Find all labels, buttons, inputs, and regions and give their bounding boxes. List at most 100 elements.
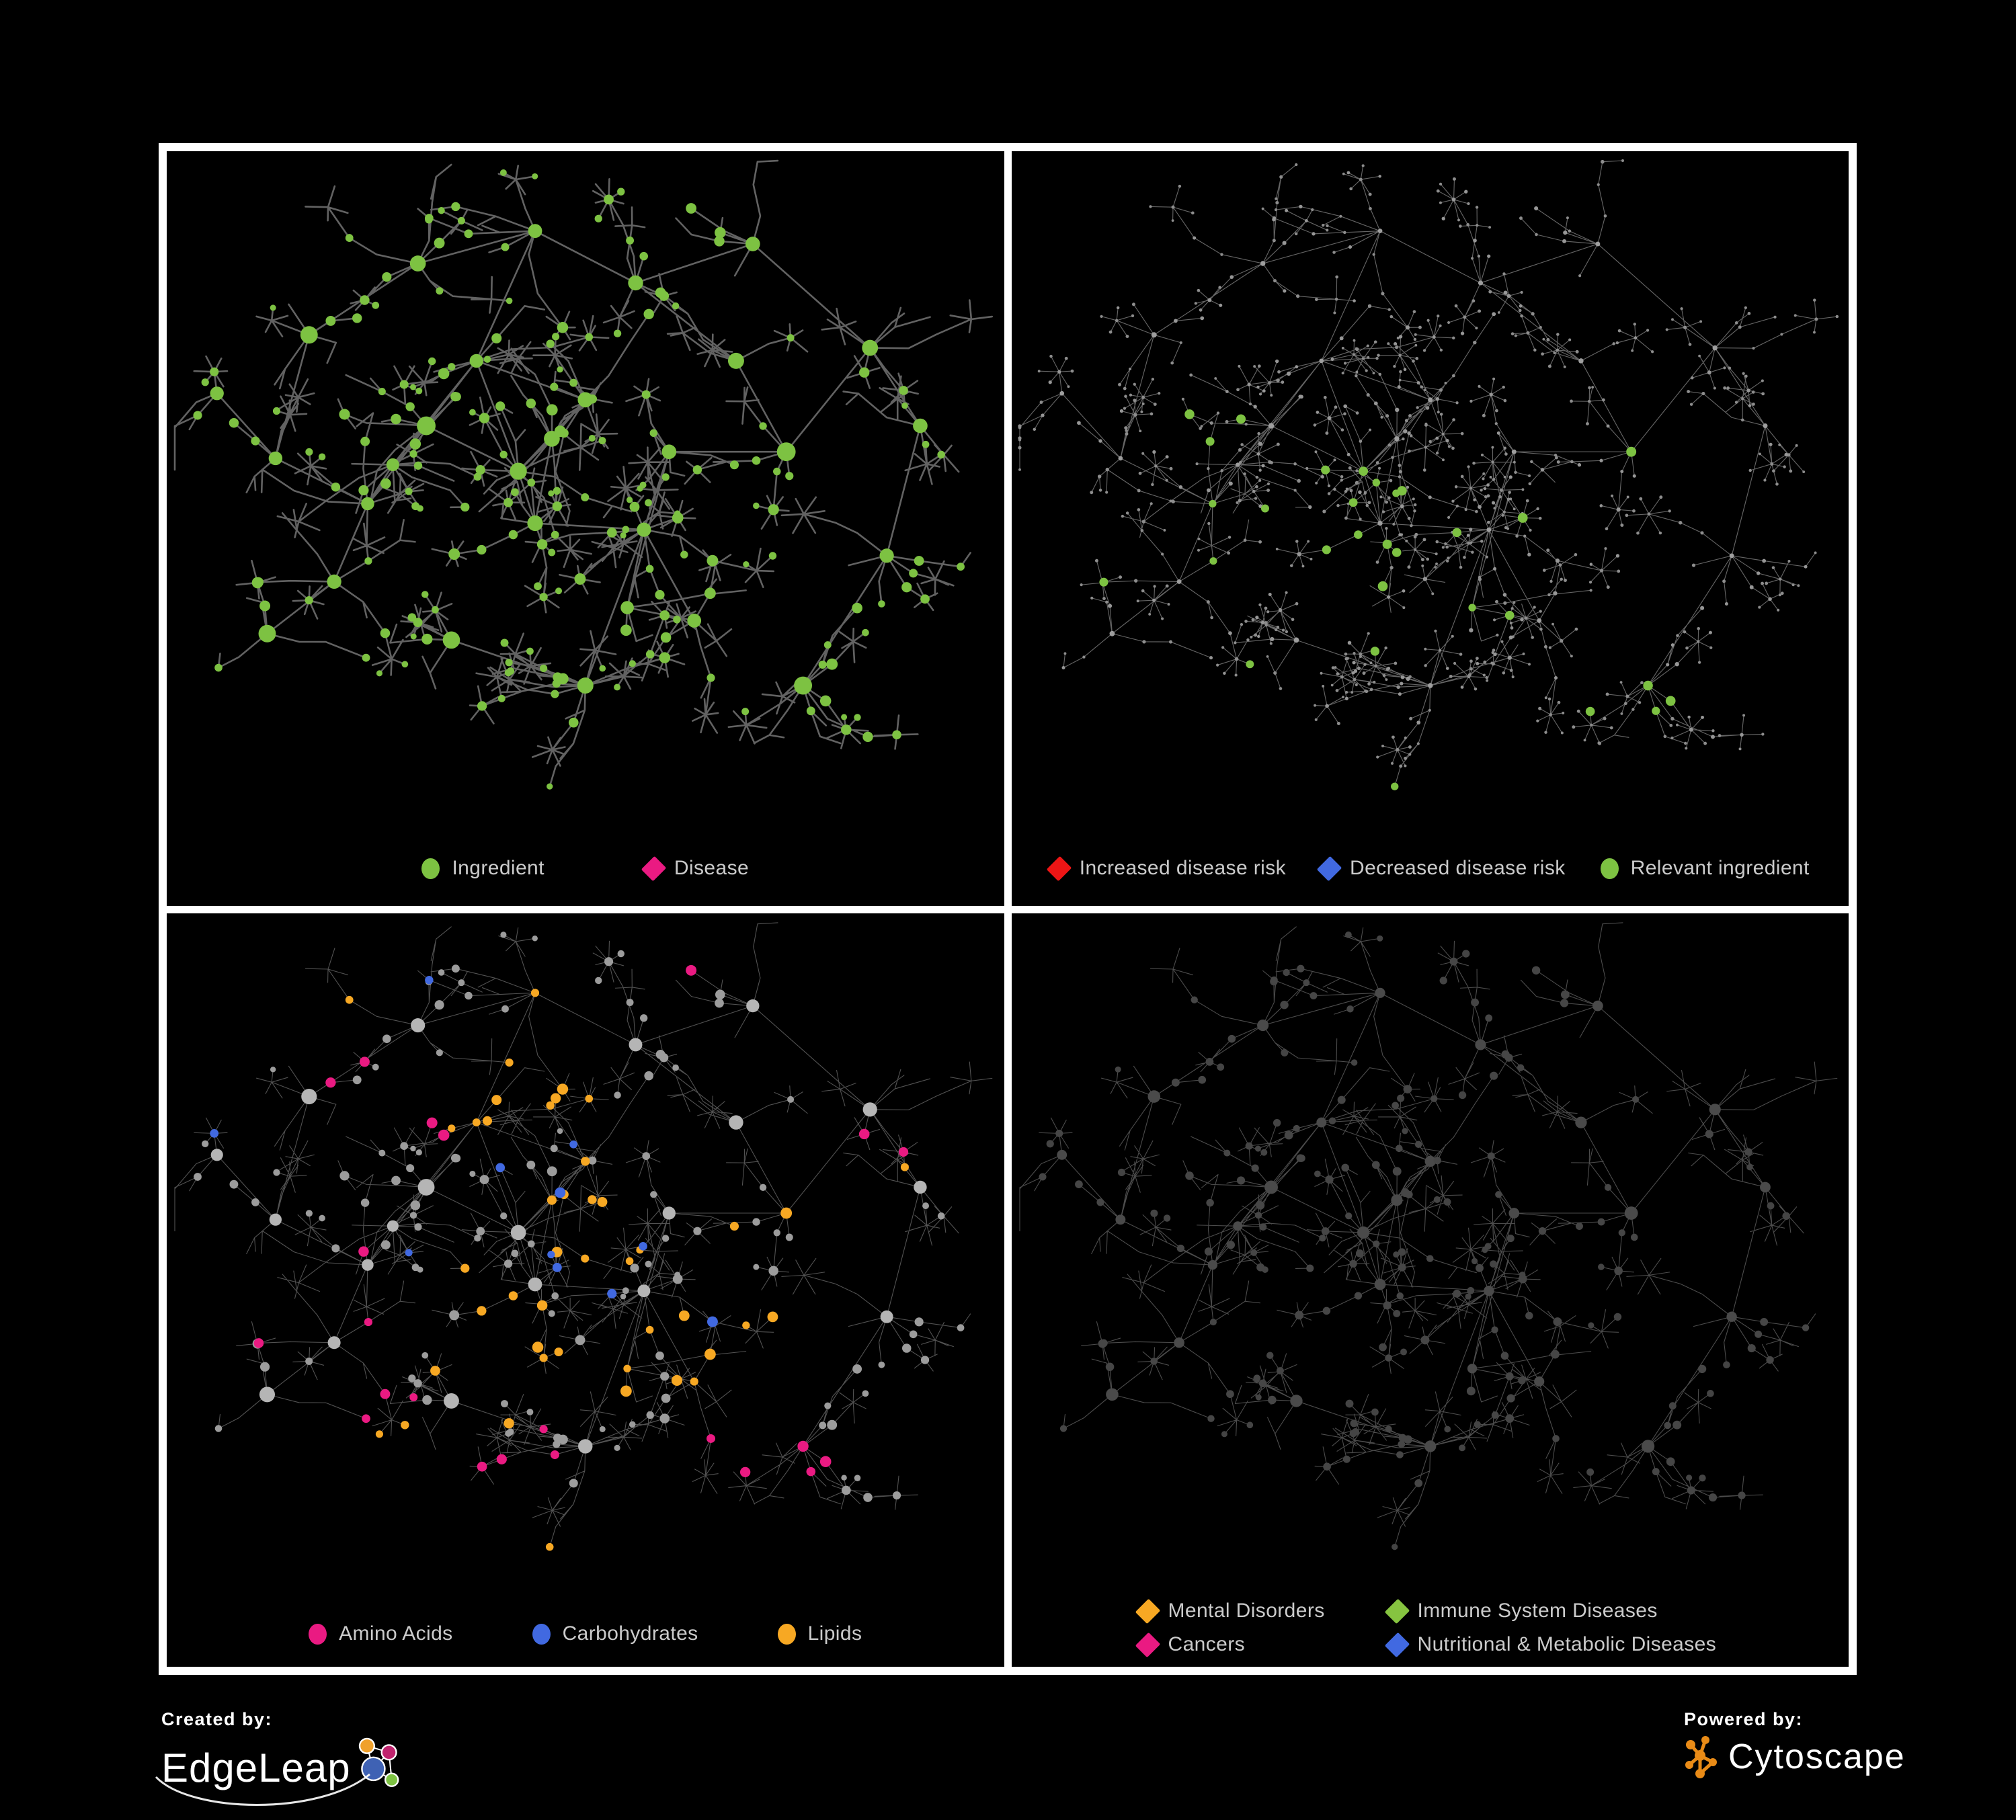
legend-item-disease: Disease	[645, 857, 749, 880]
cytoscape-logo-text: Cytoscape	[1728, 1737, 1906, 1777]
node-relevant-ingredient	[1585, 707, 1595, 716]
node-lipids	[503, 1419, 514, 1429]
node-lipids	[588, 1196, 596, 1204]
node-relevant-ingredient	[1246, 660, 1254, 668]
node-lipids	[460, 1264, 469, 1273]
node-amino-acids	[707, 1434, 715, 1443]
legend-label: Decreased disease risk	[1350, 857, 1566, 880]
legend-circle-icon	[1601, 858, 1619, 879]
edgeleap-node-green	[385, 1774, 398, 1786]
node-amino-acids	[551, 1450, 559, 1459]
legend-item-decreased-disease-risk: Decreased disease risk	[1321, 857, 1566, 880]
legend-label: Nutritional & Metabolic Diseases	[1418, 1633, 1717, 1656]
node-relevant-ingredient	[1322, 545, 1330, 554]
node-carbohydrates	[210, 1129, 218, 1138]
node-lipids	[623, 1365, 631, 1372]
legend-item-mental-disorders: Mental Disorders	[1139, 1600, 1389, 1622]
powered-by-branding: Powered by: Cytoscape	[1684, 1709, 1906, 1778]
node-relevant-ingredient	[1377, 581, 1387, 591]
node-lipids	[679, 1311, 690, 1321]
legend-diamond-icon	[1047, 856, 1072, 881]
legend-label: Amino Acids	[339, 1622, 452, 1645]
node-relevant-ingredient	[1392, 489, 1400, 497]
node-amino-acids	[364, 1319, 372, 1327]
node-lipids	[448, 1125, 455, 1132]
node-relevant-ingredient	[1260, 504, 1268, 512]
network-canvas-compound-classes	[167, 913, 1004, 1667]
node-lipids	[557, 1084, 568, 1095]
edgeleap-logo-text: EdgeLeap	[161, 1748, 351, 1788]
node-amino-acids	[899, 1147, 908, 1157]
legend-compound-classes: Amino Acids Carbohydrates Lipids	[167, 1622, 1004, 1645]
node-lipids	[430, 1366, 440, 1376]
node-relevant-ingredient	[1665, 696, 1675, 706]
network-canvas-ingredient-disease	[167, 151, 1004, 906]
node-lipids	[532, 1342, 544, 1354]
node-lipids	[704, 1349, 716, 1360]
legend-label: Ingredient	[452, 857, 544, 880]
node-amino-acids	[409, 1394, 417, 1402]
edgeleap-logo	[350, 1722, 403, 1804]
node-carbohydrates	[639, 1243, 647, 1251]
legend-item-lipids: Lipids	[778, 1622, 862, 1645]
legend-circle-icon	[532, 1624, 551, 1645]
edgeleap-node-blue	[362, 1757, 385, 1780]
legend-circle-icon	[309, 1624, 327, 1645]
panel-compound-classes: Amino Acids Carbohydrates Lipids	[167, 913, 1004, 1667]
node-relevant-ingredient	[1372, 479, 1380, 487]
node-relevant-ingredient	[1468, 604, 1476, 611]
node-lipids	[690, 1378, 698, 1386]
node-amino-acids	[477, 1462, 487, 1472]
node-relevant-ingredient	[1392, 548, 1401, 557]
node-lipids	[901, 1163, 909, 1171]
node-lipids	[506, 1059, 514, 1067]
legend-label: Disease	[674, 857, 749, 880]
node-carbohydrates	[425, 977, 433, 985]
legend-label: Lipids	[808, 1622, 862, 1645]
node-relevant-ingredient	[1517, 513, 1527, 523]
panel-grid: Ingredient Disease Increased disease risk…	[159, 143, 1857, 1675]
powered-by-label: Powered by:	[1684, 1709, 1906, 1730]
node-lipids	[555, 1348, 563, 1357]
node-carbohydrates	[547, 1251, 555, 1258]
legend-circle-icon	[778, 1624, 796, 1645]
node-relevant-ingredient	[1321, 466, 1330, 474]
node-relevant-ingredient	[1643, 681, 1653, 691]
node-carbohydrates	[569, 1141, 577, 1149]
network-canvas-disease-classes	[1012, 913, 1849, 1667]
node-lipids	[346, 996, 354, 1004]
node-relevant-ingredient	[1184, 409, 1194, 419]
created-by-branding: Created by: EdgeLeap	[161, 1709, 403, 1804]
node-lipids	[537, 1300, 547, 1311]
node-lipids	[581, 1157, 590, 1166]
node-amino-acids	[859, 1129, 870, 1140]
node-relevant-ingredient	[1236, 414, 1246, 423]
node-relevant-ingredient	[1452, 528, 1461, 538]
legend-ingredient-disease: Ingredient Disease	[167, 857, 1004, 880]
node-relevant-ingredient	[1370, 647, 1379, 655]
node-lipids	[376, 1431, 383, 1438]
node-lipids	[742, 1322, 750, 1329]
node-lipids	[646, 1326, 654, 1334]
node-relevant-ingredient	[1382, 540, 1392, 549]
node-lipids	[730, 1222, 739, 1231]
legend-diamond-icon	[1135, 1632, 1160, 1657]
node-lipids	[585, 1095, 593, 1103]
legend-item-amino-acids: Amino Acids	[309, 1622, 452, 1645]
legend-item-ingredient: Ingredient	[421, 857, 544, 880]
node-relevant-ingredient	[1348, 498, 1357, 507]
node-lipids	[672, 1375, 682, 1386]
legend-label: Carbohydrates	[563, 1622, 698, 1645]
node-lipids	[401, 1421, 409, 1430]
legend-diamond-icon	[1135, 1598, 1160, 1623]
node-amino-acids	[740, 1467, 750, 1477]
node-relevant-ingredient	[1354, 530, 1363, 539]
panel-ingredient-disease: Ingredient Disease	[167, 151, 1004, 906]
node-relevant-ingredient	[1209, 557, 1217, 565]
node-lipids	[546, 1102, 554, 1110]
node-lipids	[509, 1292, 518, 1300]
node-relevant-ingredient	[1099, 578, 1108, 587]
edgeleap-node-orange	[360, 1739, 374, 1753]
